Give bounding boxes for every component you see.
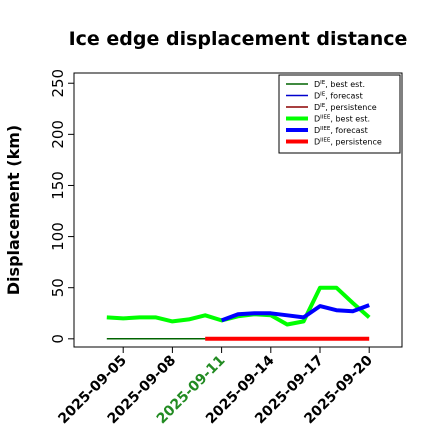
legend-label-main: D bbox=[314, 138, 320, 147]
series-layer bbox=[106, 285, 371, 341]
legend-label-main: D bbox=[314, 92, 320, 101]
chart-title: Ice edge displacement distance bbox=[69, 28, 408, 50]
legend-label-main: D bbox=[314, 80, 320, 89]
y-tick-label: 250 bbox=[49, 69, 67, 98]
legend-label-rest: , best est. bbox=[325, 80, 365, 89]
y-tick-label: 100 bbox=[49, 222, 67, 251]
legend-label-main: D bbox=[314, 115, 320, 124]
legend-label-main: D bbox=[314, 126, 320, 135]
y-tick-label: 50 bbox=[49, 278, 67, 297]
x-axis: 2025-09-052025-09-082025-09-112025-09-14… bbox=[55, 347, 376, 427]
legend-entry-label: DIIEE, forecast bbox=[314, 126, 368, 135]
y-tick-label: 150 bbox=[49, 171, 67, 200]
legend-label-rest: , best est. bbox=[330, 115, 370, 124]
legend-label-sup: IE bbox=[320, 80, 326, 86]
legend-label-sup: IE bbox=[320, 92, 326, 98]
series-line-4 bbox=[220, 303, 370, 323]
legend-label-rest: , persistence bbox=[325, 103, 376, 112]
legend-entry-label: DIIEE, best est. bbox=[314, 115, 370, 124]
plot-area-frame bbox=[73, 72, 403, 348]
y-tick-label: 0 bbox=[49, 334, 67, 344]
legend-entry-label: DIIEE, persistence bbox=[314, 138, 382, 147]
y-tick-label: 200 bbox=[49, 120, 67, 149]
legend-label-sup: IIEE bbox=[320, 126, 331, 132]
legend-entry-label: DIE, best est. bbox=[314, 80, 365, 89]
legend-entry-label: DIE, persistence bbox=[314, 103, 377, 112]
y-axis-label: Displacement (km) bbox=[4, 125, 23, 295]
legend-box bbox=[278, 74, 401, 154]
legend-entry-label: DIE, forecast bbox=[314, 92, 363, 101]
legend-label-sup: IIEE bbox=[320, 138, 331, 144]
legend-label-main: D bbox=[314, 103, 320, 112]
legend-label-sup: IIEE bbox=[320, 115, 331, 121]
legend-label-sup: IE bbox=[320, 103, 326, 109]
legend-label-rest: , persistence bbox=[330, 138, 381, 147]
legend-label-rest: , forecast bbox=[325, 92, 362, 101]
y-axis: 0 50 100 150 200 250 bbox=[49, 69, 74, 344]
legend-label-rest: , forecast bbox=[330, 126, 367, 135]
series-line-3 bbox=[106, 285, 371, 327]
